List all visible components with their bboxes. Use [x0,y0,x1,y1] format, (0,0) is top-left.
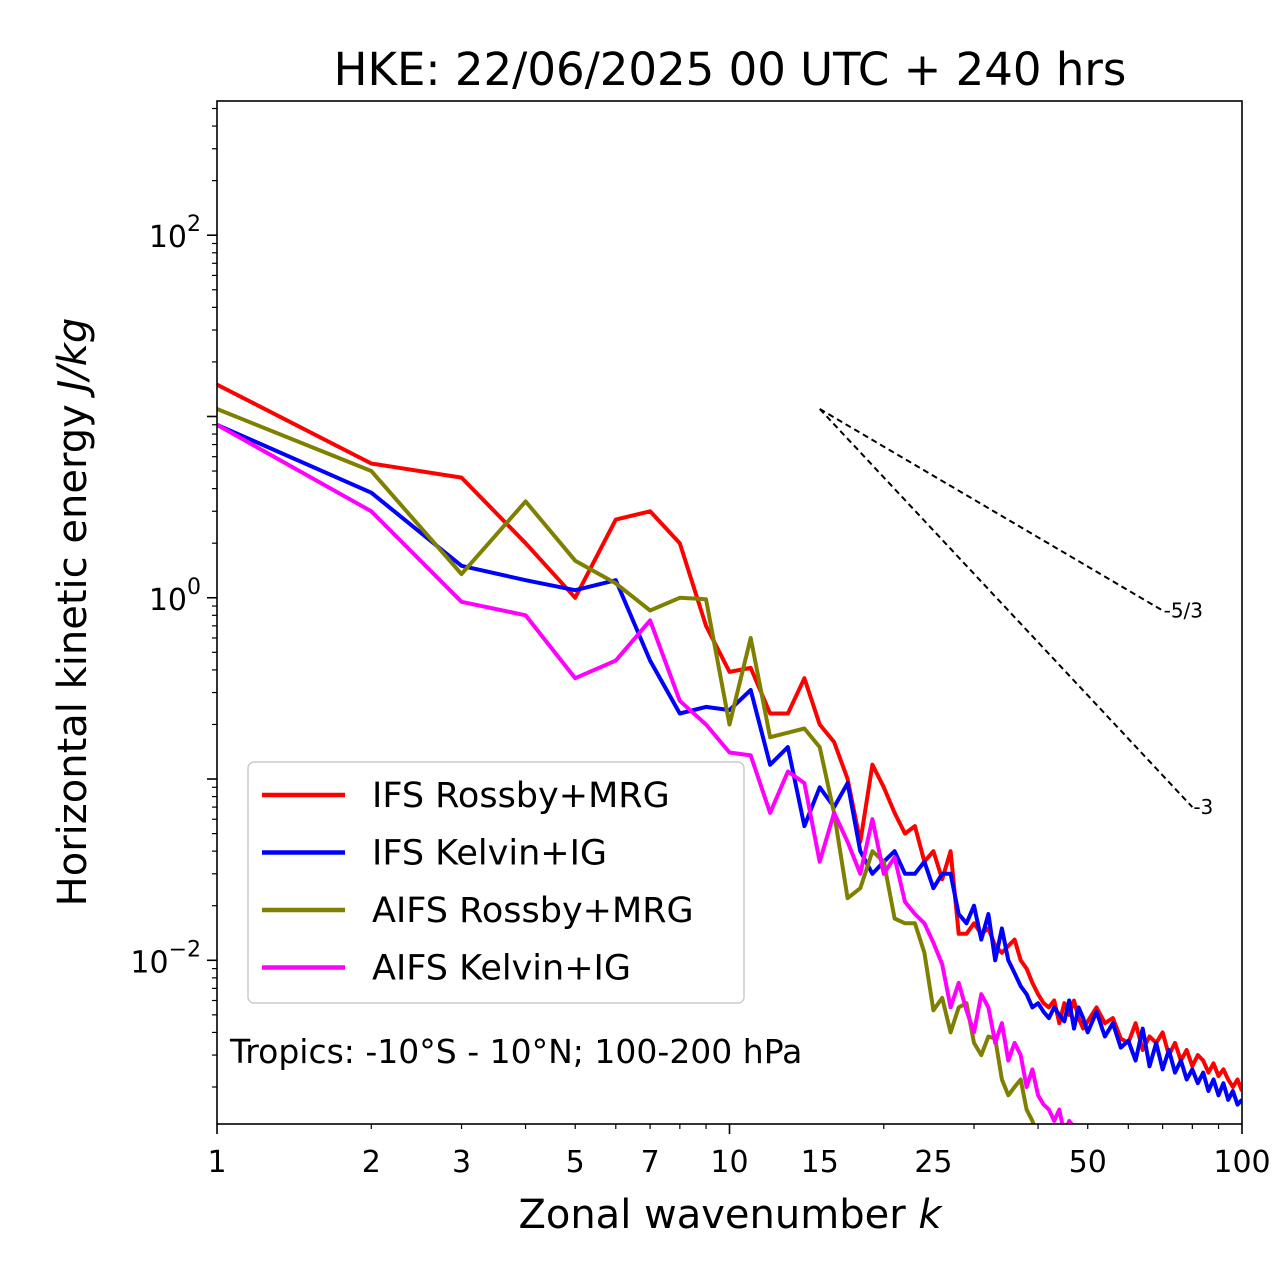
y-tick-label: 10−2 [130,937,201,980]
reference-slopes: -5/3 -3 [819,408,1213,819]
slope-label-1: -3 [1193,795,1213,819]
x-tick-label: 15 [801,1145,839,1180]
y-axis-label: Horizontal kinetic energy J/kg [50,318,96,907]
y-axis-label-unit: J/kg [50,318,96,399]
y-axis-label-text: Horizontal kinetic energy [50,404,96,906]
y-tick-label: 102 [149,212,201,255]
y-axis-ticks: 10−2 100 102 [130,107,217,1088]
slope-label-0: -5/3 [1164,599,1203,623]
x-axis-label-text: Zonal wavenumber [518,1192,906,1238]
x-axis-ticks: 1 2 3 5 7 10 15 25 50 100 [207,1124,1271,1180]
slope-line-0 [819,408,1164,612]
legend-label: IFS Kelvin+IG [372,834,607,874]
legend-label: IFS Rossby+MRG [372,776,670,816]
legend-entries: IFS Rossby+MRG IFS Kelvin+IG AIFS Rossby+M… [262,776,694,989]
x-tick-label: 3 [452,1145,471,1180]
x-axis-label: Zonal wavenumber k [518,1192,943,1238]
x-tick-label: 1 [207,1145,226,1180]
series-layer [217,382,1242,1124]
plot-frame [216,100,1243,1125]
x-tick-label: 2 [362,1145,381,1180]
series-line-0 [217,382,1242,1092]
legend-label: AIFS Rossby+MRG [372,891,694,931]
x-tick-label: 50 [1069,1145,1107,1180]
x-tick-label: 7 [641,1145,660,1180]
series-line-3 [217,423,1075,1124]
x-tick-label: 10 [710,1145,748,1180]
legend: IFS Rossby+MRG IFS Kelvin+IG AIFS Rossby+M… [247,761,745,1004]
x-tick-label: 25 [914,1145,952,1180]
series-line-2 [217,407,1036,1124]
chart-title: HKE: 22/06/2025 00 UTC + 240 hrs [334,43,1127,96]
legend-box [247,761,745,1004]
legend-label: AIFS Kelvin+IG [372,949,631,989]
region-annotation: Tropics: -10°S - 10°N; 100-200 hPa [229,1032,802,1071]
slope-line-1 [819,408,1194,808]
y-tick-label: 100 [149,575,201,618]
x-axis-label-var: k [918,1192,943,1238]
x-tick-label: 100 [1213,1145,1270,1180]
x-tick-label: 5 [566,1145,585,1180]
